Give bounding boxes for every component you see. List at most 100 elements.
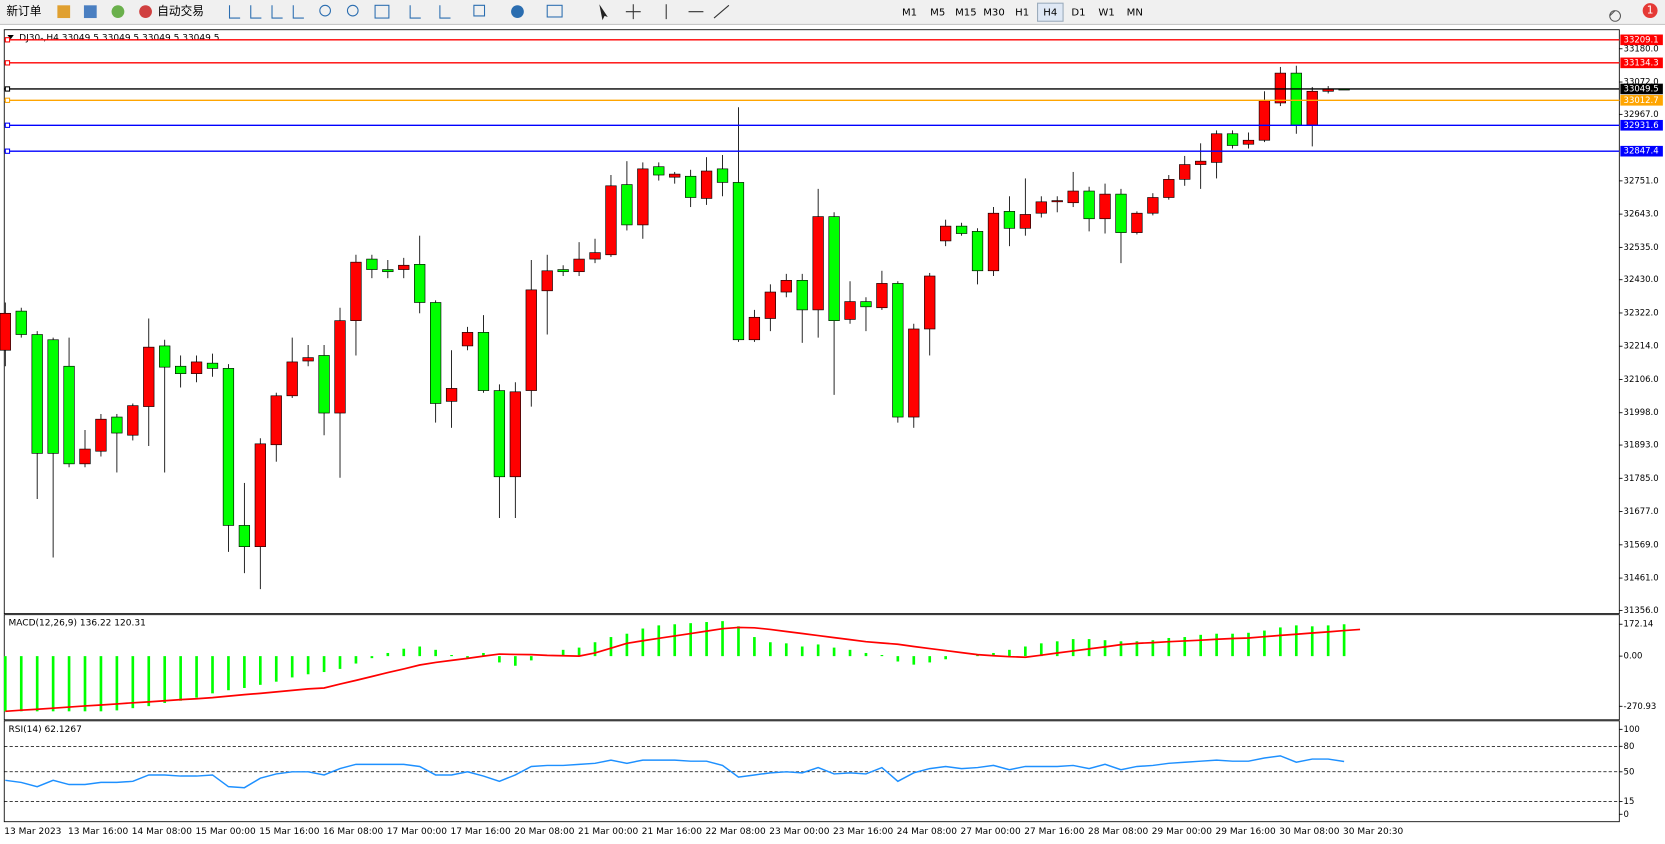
level-label: 33012.7 [1624, 96, 1659, 106]
icon[interactable] [83, 5, 97, 19]
timeframe-button[interactable]: M5 [930, 8, 945, 19]
zoom-out[interactable] [346, 4, 359, 17]
y-tick-label: 32106.0 [1624, 375, 1659, 385]
candle-body [1035, 201, 1047, 214]
new-order-button[interactable]: 新订单 [6, 4, 41, 18]
x-tick-label: 21 Mar 00:00 [578, 827, 638, 837]
timeframe-button[interactable]: W1 [1098, 8, 1114, 19]
candle-body [1147, 197, 1159, 214]
y-tick-label: 33180.0 [1624, 44, 1659, 54]
timeframe-button[interactable]: M15 [955, 8, 977, 19]
x-tick-label: 13 Mar 16:00 [68, 827, 128, 837]
panel-title: MACD(12,26,9) 136.22 120.31 [9, 619, 146, 629]
candle-body [1163, 179, 1175, 198]
y-tick-label: 100 [1624, 725, 1640, 735]
level-anchor [4, 37, 11, 43]
candle-body [987, 212, 1000, 272]
x-tick-label: 28 Mar 08:00 [1088, 827, 1148, 837]
x-tick-label: 22 Mar 08:00 [706, 827, 766, 837]
x-tick-label: 30 Mar 20:30 [1343, 827, 1403, 837]
candle-body [796, 280, 808, 311]
y-tick-label: 32535.0 [1624, 243, 1659, 253]
candle-body [1115, 193, 1127, 233]
period-icon[interactable] [511, 5, 524, 19]
notification-badge[interactable] [1642, 3, 1658, 19]
chart-type-icons[interactable] [228, 5, 304, 19]
y-tick-label: 50 [1624, 767, 1635, 777]
candle-body [605, 185, 617, 256]
search-icon[interactable] [1609, 10, 1621, 22]
candle-body [206, 362, 219, 369]
draw-tools[interactable] [625, 4, 730, 20]
level-label-box [1620, 34, 1663, 46]
candle-body [685, 175, 697, 198]
candle-body [860, 301, 872, 308]
timeframe-button[interactable]: M1 [902, 8, 917, 19]
template-icon[interactable] [546, 4, 563, 18]
y-tick-label: 15 [1624, 797, 1635, 807]
x-tick-label: 30 Mar 08:00 [1279, 827, 1339, 837]
y-tick-label: 0 [1624, 810, 1629, 820]
icon[interactable] [57, 5, 71, 19]
level-label-box [1620, 57, 1663, 69]
timeframe-button[interactable]: D1 [1071, 8, 1085, 19]
timeframe-button[interactable]: MN [1127, 8, 1143, 19]
tool-icons[interactable] [409, 4, 486, 19]
candle-body [143, 346, 155, 407]
y-tick-label: 31893.0 [1624, 441, 1659, 451]
candle-body [334, 320, 346, 414]
active-timeframe [1037, 2, 1064, 22]
candle-body [557, 269, 569, 273]
level-anchor [4, 97, 11, 103]
tile-icon[interactable] [374, 4, 390, 19]
x-tick-label: 21 Mar 16:00 [642, 827, 702, 837]
y-tick-label: 80 [1624, 742, 1635, 752]
panel-frame [3, 614, 1620, 721]
x-tick-label: 20 Mar 08:00 [514, 827, 574, 837]
candle-body [350, 261, 362, 321]
candle-body [1242, 139, 1255, 145]
panel-frame [3, 29, 1620, 615]
candle-body [238, 525, 251, 547]
candle-body [1067, 190, 1079, 204]
candle-body [573, 258, 585, 273]
candle-body [669, 173, 681, 178]
zoom-in[interactable] [319, 4, 331, 17]
panel-frame [3, 720, 1620, 823]
level-label: 33049.5 [1624, 84, 1659, 94]
signal-line [5, 626, 1361, 713]
level-label-box [1620, 94, 1663, 106]
auto-trading-icon[interactable] [139, 5, 152, 19]
x-tick-label: 23 Mar 00:00 [769, 827, 829, 837]
auto-trading-button[interactable]: 自动交易 [157, 4, 204, 18]
icon[interactable] [111, 5, 125, 19]
candle-body [461, 332, 474, 347]
y-tick-label: 31461.0 [1624, 574, 1659, 584]
x-tick-label: 24 Mar 08:00 [897, 827, 957, 837]
level-label: 32931.6 [1624, 121, 1659, 131]
x-tick-label: 13 Mar 2023 [4, 827, 61, 837]
level-label: 33209.1 [1624, 35, 1659, 45]
candle-body [430, 302, 442, 404]
level-label: 32847.4 [1624, 147, 1659, 157]
candle-body [302, 357, 314, 362]
x-tick-label: 27 Mar 00:00 [961, 827, 1021, 837]
candle-body [1179, 164, 1191, 180]
y-tick-label: 0.00 [1624, 652, 1643, 662]
cursor-tool[interactable] [599, 4, 608, 21]
timeframe-button[interactable]: H4 [1043, 8, 1057, 19]
candle-body [493, 390, 506, 478]
x-tick-label: 17 Mar 00:00 [387, 827, 447, 837]
timeframe-button[interactable]: H1 [1015, 8, 1029, 19]
candle-body [1210, 133, 1223, 163]
candle-body [812, 216, 824, 311]
candle-body [31, 334, 43, 454]
candle-body [525, 289, 537, 391]
y-tick-label: -270.93 [1624, 702, 1657, 712]
x-tick-label: 15 Mar 00:00 [196, 827, 256, 837]
candle-body [971, 231, 984, 272]
level-anchor [4, 122, 11, 128]
timeframe-button[interactable]: M30 [983, 8, 1005, 19]
